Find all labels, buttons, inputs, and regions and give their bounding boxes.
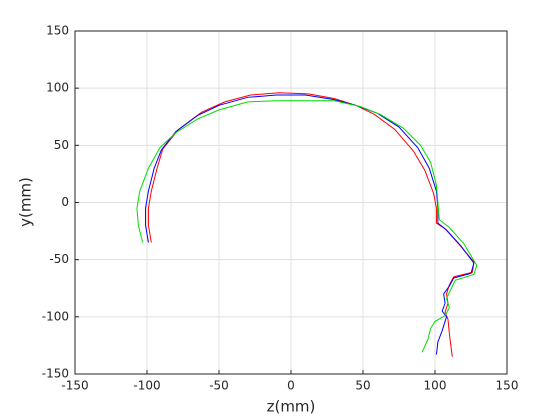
x-tick-label: 0 [287, 379, 295, 393]
y-tick-label: 100 [46, 81, 69, 95]
x-tick-label: -50 [209, 379, 229, 393]
plot-frame [74, 30, 508, 375]
y-tick-label: -100 [42, 309, 69, 323]
series-line [145, 94, 475, 355]
y-tick-label: 0 [61, 195, 69, 209]
y-axis-label: y(mm) [17, 177, 35, 227]
x-tick-label: -150 [61, 379, 88, 393]
x-axis-label: z(mm) [267, 398, 316, 416]
y-tick-label: 50 [54, 138, 69, 152]
x-tick-label: 50 [355, 379, 370, 393]
x-tick-label: 150 [496, 379, 519, 393]
series-line [136, 100, 478, 353]
series-line [147, 92, 475, 357]
y-tick-label: -50 [49, 252, 69, 266]
x-tick-label: 100 [424, 379, 447, 393]
x-tick-label: -100 [133, 379, 160, 393]
y-tick-label: -150 [42, 367, 69, 381]
y-tick-label: 150 [46, 24, 69, 38]
